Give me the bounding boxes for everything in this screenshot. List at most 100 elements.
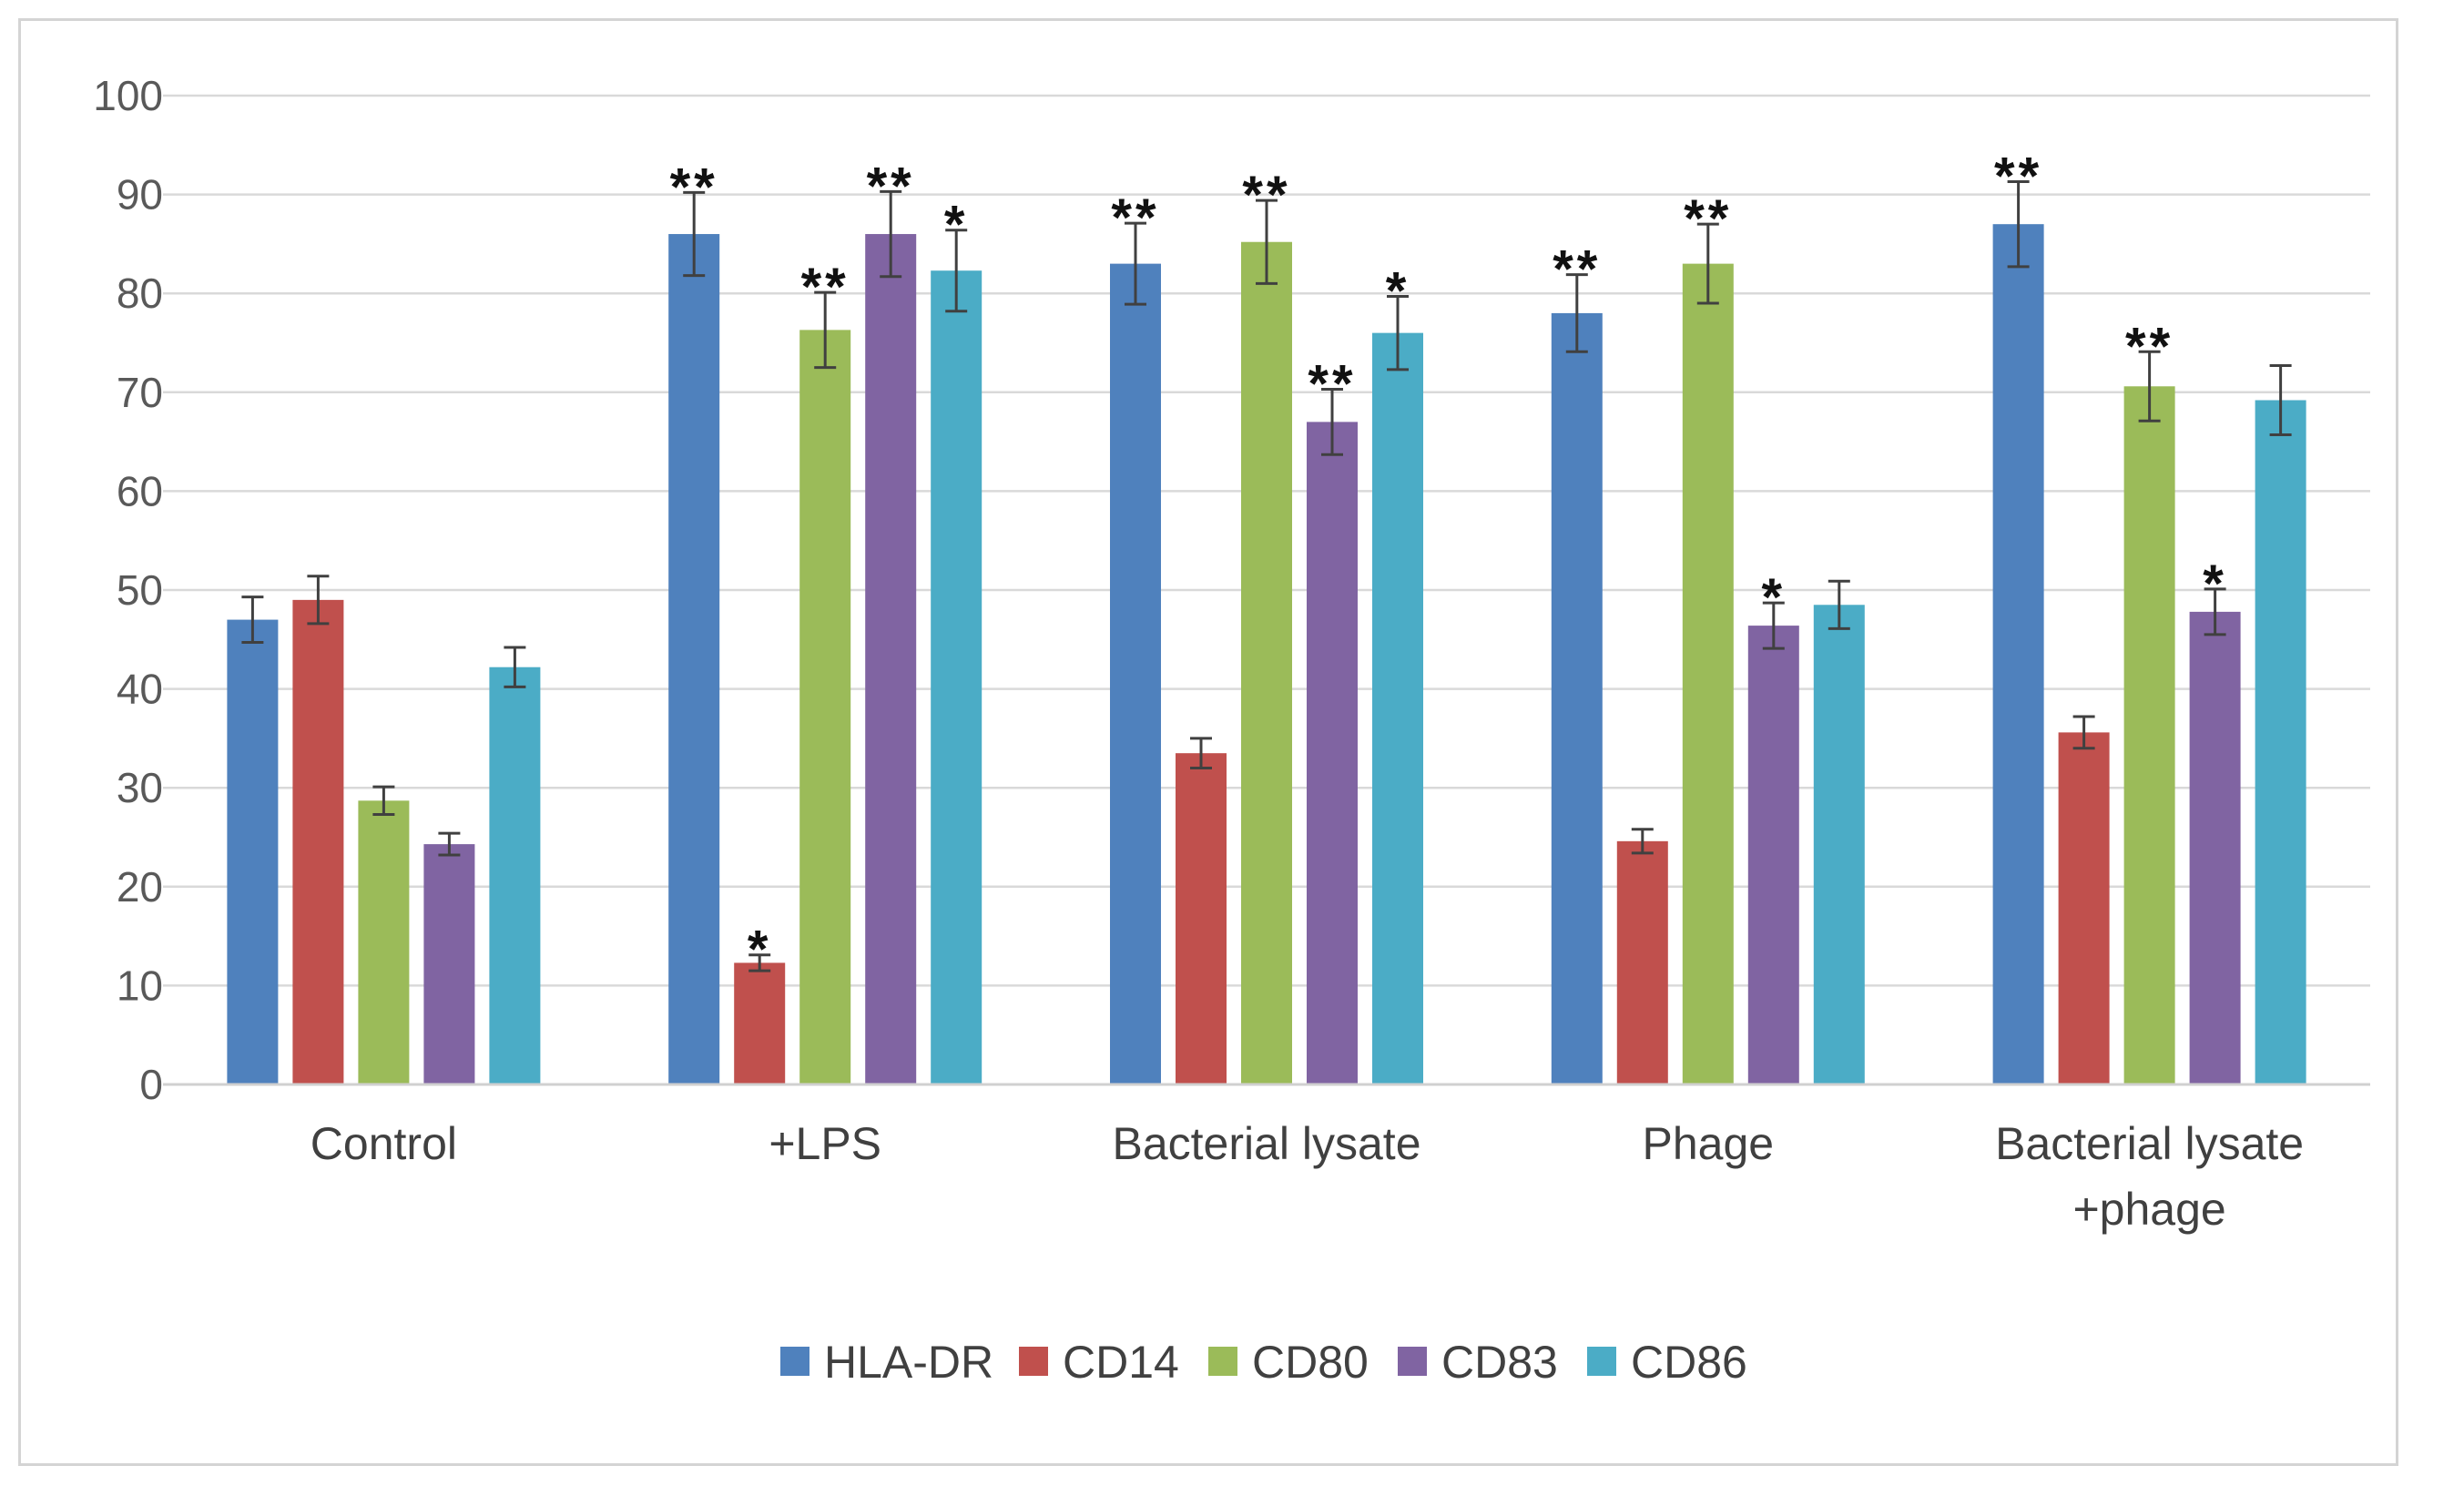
bar-hla-dr-2 [668, 234, 720, 1084]
error-bar [880, 189, 902, 279]
bar-hla-dr-3 [1110, 263, 1161, 1084]
legend-swatch [1587, 1347, 1616, 1376]
bar-hla-dr-5 [1992, 224, 2044, 1084]
bar-cd83-4 [1747, 626, 1799, 1084]
bars [227, 224, 2306, 1085]
error-bar [1125, 221, 1146, 306]
error-bar [2072, 715, 2095, 750]
error-bar [504, 646, 526, 688]
error-bar [1256, 198, 1278, 285]
category-label: Bacterial lysate [1112, 1118, 1420, 1169]
significance-mark: ** [1553, 240, 1601, 300]
error-bar [241, 595, 264, 645]
y-tick-label: 50 [117, 566, 163, 614]
error-bar [1631, 828, 1654, 855]
error-bar [1387, 294, 1409, 372]
error-bar [1828, 579, 1850, 630]
error-bar [438, 831, 461, 857]
category-label: Phage [1643, 1118, 1775, 1169]
error-bar [814, 290, 837, 370]
bar-cd80-3 [1241, 241, 1292, 1084]
bar-cd86-4 [1813, 605, 1865, 1084]
error-bar [307, 575, 330, 626]
bar-hla-dr-4 [1551, 312, 1603, 1084]
error-bar [683, 190, 706, 278]
legend-label: CD83 [1441, 1337, 1558, 1388]
legend-item-cd14: CD14 [1019, 1337, 1179, 1388]
legend-item-hla-dr: HLA-DR [780, 1337, 993, 1388]
bar-cd14-5 [2058, 732, 2110, 1084]
legend-item-cd80: CD80 [1208, 1337, 1369, 1388]
legend-swatch [1208, 1347, 1237, 1376]
legend: HLA-DR CD14 CD80 CD83 CD86 [780, 1337, 1747, 1388]
significance-mark: * [1762, 568, 1787, 627]
bar-cd86-2 [931, 270, 983, 1084]
error-bar [2204, 587, 2226, 636]
y-tick-label: 100 [93, 72, 163, 119]
bar-cd80-2 [799, 330, 851, 1085]
bar-cd86-3 [1372, 332, 1423, 1084]
error-bars [241, 179, 2292, 972]
legend-item-cd83: CD83 [1398, 1337, 1558, 1388]
bar-cd80-5 [2123, 386, 2175, 1084]
y-tick-label: 60 [117, 467, 163, 514]
category-label: +LPS [769, 1118, 881, 1169]
error-bar [2138, 350, 2161, 422]
category-label: +phage [2072, 1184, 2225, 1235]
category-label: Bacterial lysate [1995, 1118, 2304, 1169]
significance-mark: * [944, 196, 969, 255]
significance-mark: ** [1308, 355, 1356, 414]
legend-swatch [1398, 1347, 1427, 1376]
error-bar [372, 785, 395, 817]
bar-cd83-2 [865, 234, 917, 1084]
error-bar [2007, 179, 2030, 269]
significance-mark: ** [1684, 189, 1732, 249]
x-axis-categories: Control +LPS Bacterial lysate Phage Bacteria… [311, 1118, 2304, 1235]
significance-mark: ** [2125, 317, 2174, 376]
legend-label: HLA-DR [824, 1337, 993, 1388]
y-tick-label: 20 [117, 863, 163, 911]
significance-mark: ** [1111, 188, 1159, 248]
significance-mark: ** [801, 258, 850, 317]
bar-cd86-5 [2255, 400, 2306, 1084]
legend-item-cd86: CD86 [1587, 1337, 1747, 1388]
significance-mark: ** [867, 157, 915, 216]
y-tick-label: 40 [117, 666, 163, 713]
error-bar [1565, 273, 1588, 353]
error-bar [1190, 737, 1212, 769]
error-bar [1762, 601, 1785, 650]
y-tick-label: 70 [117, 369, 163, 416]
significance-mark: * [2203, 555, 2227, 614]
chart-frame: 0 10 20 30 40 50 60 70 80 90 100 ** * ** ** * ** ** ** * **… [18, 18, 2398, 1466]
bar-cd86-1 [489, 667, 541, 1084]
bar-cd80-4 [1682, 263, 1734, 1084]
significance-mark: ** [670, 158, 718, 217]
bar-cd83-1 [423, 844, 475, 1084]
significance-mark: * [1386, 261, 1410, 321]
error-bar [2269, 363, 2292, 436]
significance-mark: ** [1242, 166, 1290, 225]
bar-hla-dr-1 [227, 619, 279, 1084]
significance-mark: ** [1994, 147, 2042, 206]
y-tick-label: 80 [117, 270, 163, 317]
y-tick-label: 30 [117, 764, 163, 811]
bar-cd14-1 [292, 599, 344, 1084]
y-tick-label: 90 [117, 171, 163, 219]
y-axis-ticks: 0 10 20 30 40 50 60 70 80 90 100 [93, 72, 163, 1108]
legend-label: CD80 [1252, 1337, 1369, 1388]
bar-cd83-5 [2189, 611, 2241, 1084]
y-tick-label: 0 [139, 1061, 163, 1108]
bar-cd14-2 [734, 962, 786, 1084]
significance-marks: ******** ** ***** ********** [670, 147, 2227, 979]
bar-cd14-3 [1176, 753, 1227, 1084]
error-bar [748, 953, 771, 972]
error-bar [1696, 222, 1719, 305]
category-label: Control [311, 1118, 457, 1169]
bar-cd83-3 [1307, 422, 1358, 1084]
legend-label: CD86 [1631, 1337, 1747, 1388]
bar-cd80-1 [358, 800, 410, 1084]
legend-swatch [780, 1347, 809, 1376]
error-bar [945, 229, 968, 313]
error-bar [1321, 388, 1343, 456]
